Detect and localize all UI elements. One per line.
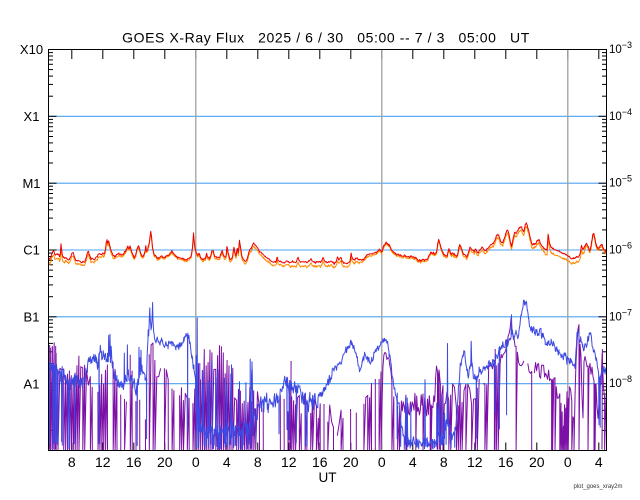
- svg-text:8: 8: [254, 454, 262, 470]
- svg-text:12: 12: [281, 454, 297, 470]
- svg-text:4: 4: [595, 454, 603, 470]
- svg-text:UT: UT: [319, 470, 337, 485]
- svg-text:B1: B1: [24, 310, 40, 325]
- svg-text:M1: M1: [22, 176, 40, 191]
- svg-text:16: 16: [126, 454, 142, 470]
- svg-text:plot_goes_xray2m: plot_goes_xray2m: [573, 484, 622, 490]
- svg-text:X1: X1: [24, 109, 40, 124]
- svg-text:16: 16: [312, 454, 328, 470]
- svg-text:20: 20: [529, 454, 545, 470]
- svg-text:GOES X-Ray Flux 2025 / 6 / 3: GOES X-Ray Flux 2025 / 6 / 30 05:00 -- 7…: [122, 29, 530, 45]
- svg-text:X10: X10: [20, 42, 43, 57]
- svg-text:20: 20: [343, 454, 359, 470]
- svg-text:0: 0: [378, 454, 386, 470]
- svg-text:0: 0: [192, 454, 200, 470]
- svg-text:12: 12: [95, 454, 111, 470]
- svg-text:0: 0: [564, 454, 572, 470]
- svg-text:8: 8: [68, 454, 76, 470]
- svg-text:4: 4: [409, 454, 417, 470]
- svg-text:16: 16: [498, 454, 514, 470]
- svg-text:A1: A1: [24, 376, 40, 391]
- svg-text:20: 20: [157, 454, 173, 470]
- svg-text:12: 12: [467, 454, 483, 470]
- svg-text:4: 4: [223, 454, 231, 470]
- svg-text:8: 8: [440, 454, 448, 470]
- svg-text:C1: C1: [23, 243, 40, 258]
